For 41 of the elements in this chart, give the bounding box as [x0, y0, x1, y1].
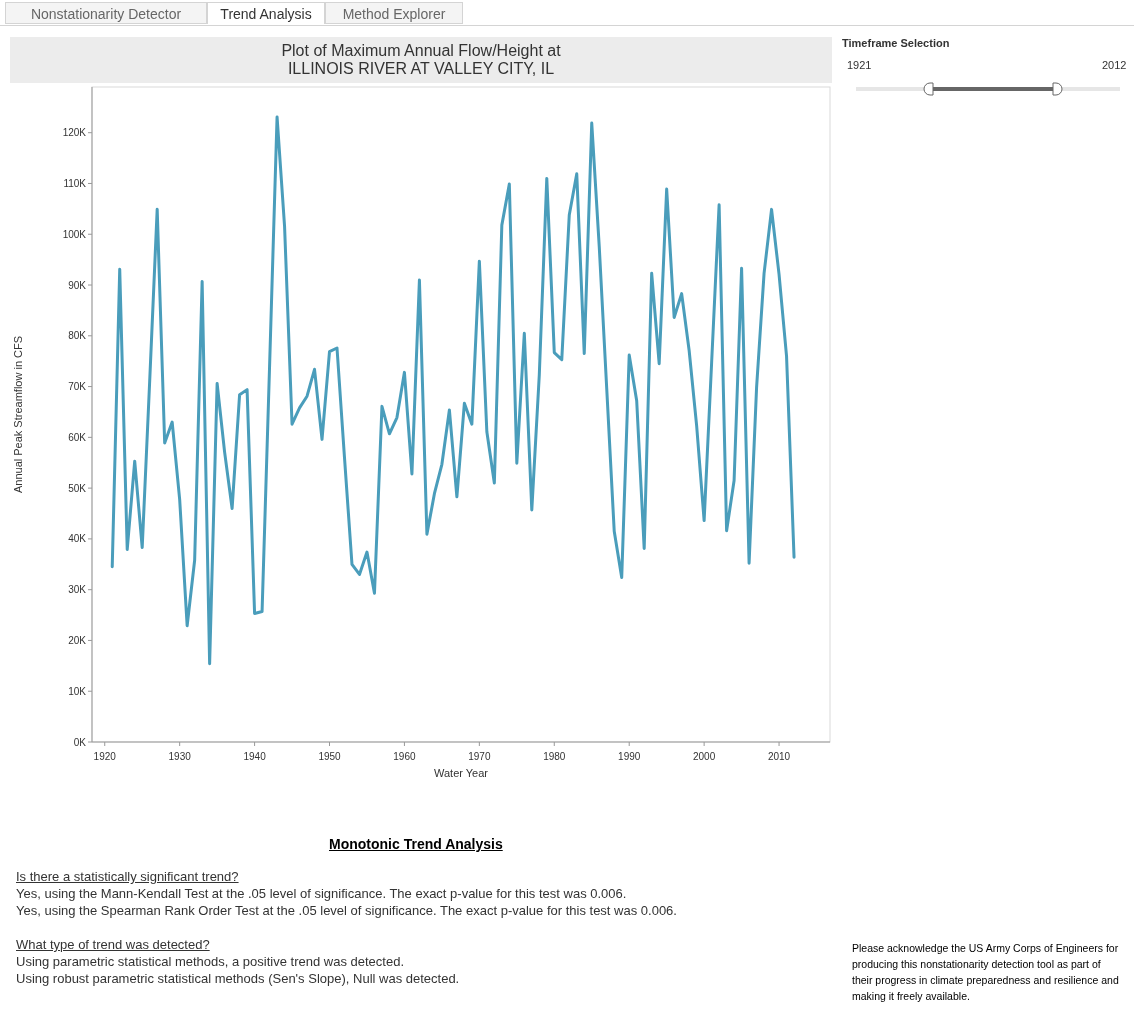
x-axis-title: Water Year [433, 767, 489, 779]
x-tick-label: 1980 [543, 751, 566, 762]
text: Is there a statistically significant trend? [16, 869, 239, 884]
x-tick-label: 1920 [93, 751, 117, 762]
y-tick-label: 20K [68, 634, 87, 646]
x-tick-label: 2010 [767, 751, 791, 762]
y-tick-label: 100K [62, 228, 87, 240]
y-tick-label: 120K [62, 127, 87, 139]
x-tick-label: 1990 [618, 751, 641, 762]
text: Method Explorer [325, 2, 463, 24]
text: Trend Analysis [207, 2, 325, 24]
y-tick-label: 40K [68, 533, 87, 545]
x-tick-label: 1960 [393, 751, 416, 762]
x-tick-label: 1950 [318, 751, 342, 762]
x-tick-label: 2000 [693, 751, 716, 762]
y-axis-title: Annual Peak Streamflow in CFS [12, 335, 24, 494]
text: Using robust parametric statistical methods (Sen's Slope), Null was detected. [16, 971, 460, 986]
text: 1921 [847, 59, 872, 71]
x-tick-label: 1940 [243, 751, 267, 762]
chart-title: Plot of Maximum Annual Flow/Height at ILLINOIS RIVER AT VALLEY CITY, IL [281, 42, 562, 77]
text: Timeframe Selection [842, 37, 950, 49]
line-series [110, 115, 796, 666]
y-tick-label: 80K [68, 330, 87, 342]
text: What type of trend was detected? [16, 937, 210, 952]
y-tick-label: 90K [68, 279, 87, 291]
text: Monotonic Trend Analysis [329, 836, 503, 852]
y-tick-label: 30K [68, 584, 87, 596]
text: Yes, using the Spearman Rank Order Test at the .05 level of significance. The exact p-value for this test was 0.006. [16, 903, 677, 918]
text: Yes, using the Mann-Kendall Test at the .05 level of significance. The exact p-value for this test was 0.006. [16, 886, 627, 901]
y-tick-label: 110K [63, 177, 87, 189]
y-tick-label: 70K [68, 381, 87, 393]
text: Nonstationarity Detector [5, 2, 207, 24]
y-tick-label: 0K [73, 736, 87, 748]
y-tick-label: 10K [68, 685, 87, 697]
x-tick-label: 1970 [468, 751, 491, 762]
text: Using parametric statistical methods, a positive trend was detected. [16, 954, 405, 969]
x-tick-label: 1930 [168, 751, 192, 762]
y-tick-label: 50K [68, 482, 87, 494]
text: 2012 [1102, 59, 1127, 71]
y-tick-label: 60K [68, 431, 87, 443]
text: Please acknowledge the US Army Corps of Engineers for producing this nonstationarity detection tool as part of their progress in climate preparedness and resilience and making it freely available. [852, 941, 1120, 1004]
